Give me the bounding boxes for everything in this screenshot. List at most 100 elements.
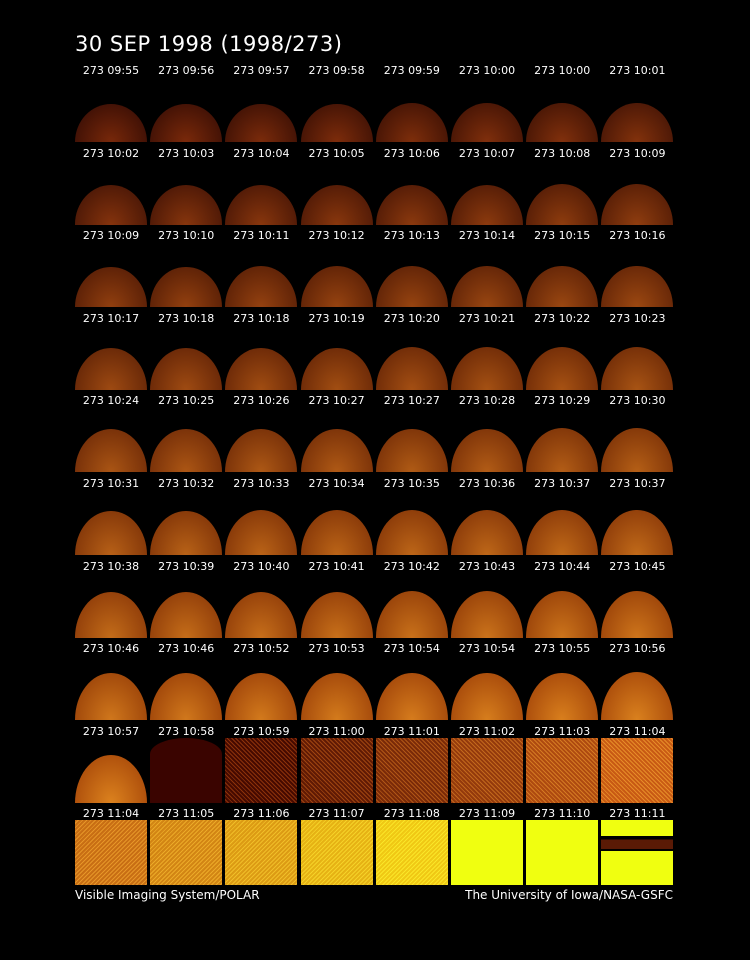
frame-image	[150, 347, 223, 390]
frame-label: 273 11:01	[383, 724, 440, 738]
frame-image	[375, 737, 448, 803]
frame-image	[150, 673, 223, 721]
frame-image	[526, 103, 599, 142]
frame-label: 273 10:16	[609, 229, 666, 243]
frame-image	[150, 510, 223, 555]
frame-label: 273 10:39	[158, 559, 215, 573]
frame-image	[75, 348, 147, 390]
frame-image	[526, 265, 599, 308]
frame-image	[601, 265, 674, 308]
frame-label: 273 10:09	[82, 229, 140, 243]
frame-label: 273 10:41	[308, 559, 365, 573]
frame-label: 273 10:29	[534, 394, 591, 408]
frame-image	[300, 591, 373, 638]
frame-image	[225, 185, 298, 225]
frame-image	[300, 510, 373, 555]
frame-image	[526, 672, 599, 721]
frame-image	[300, 672, 373, 721]
frame-label: 273 11:07	[308, 807, 365, 821]
frame-image	[75, 820, 147, 886]
frame-image	[375, 672, 448, 721]
frame-label: 273 10:20	[383, 311, 440, 325]
frame-image	[451, 737, 523, 803]
frame-image	[601, 672, 674, 721]
frame-image	[300, 103, 373, 142]
frame-label: 273 10:18	[233, 311, 290, 325]
frame-label: 273 09:55	[82, 64, 140, 77]
frame-label: 273 10:03	[158, 146, 215, 160]
frame-image	[75, 592, 147, 638]
frame-label: 273 10:54	[383, 642, 440, 656]
frame-label: 273 10:10	[158, 229, 215, 243]
frame-label: 273 10:15	[534, 229, 591, 243]
frame-label: 273 10:43	[458, 559, 516, 573]
frame-image	[601, 102, 674, 142]
frame-image	[150, 429, 223, 473]
frame-image	[75, 510, 147, 555]
frame-image	[150, 266, 223, 308]
frame-label: 273 10:46	[82, 642, 140, 656]
title: 30 SEP 1998 (1998/273)	[75, 32, 343, 56]
frame-label: 273 10:37	[609, 477, 666, 490]
frame-image	[300, 347, 373, 390]
frame-label: 273 10:13	[383, 229, 440, 243]
frame-label: 273 10:02	[82, 146, 140, 160]
frame-image	[601, 428, 674, 473]
frame-image	[451, 509, 523, 555]
frame-image	[601, 509, 674, 555]
frame-label: 273 10:52	[233, 642, 290, 656]
frame-label: 273 11:06	[233, 807, 290, 821]
footer-right: The University of Iowa/NASA-GSFC	[465, 888, 673, 902]
frame-label: 273 10:30	[609, 394, 666, 408]
frame-image	[451, 428, 523, 473]
frame-label: 273 11:03	[534, 724, 591, 738]
frame-label: 273 10:33	[233, 477, 290, 490]
frame-image	[375, 103, 448, 142]
frame-image	[375, 184, 448, 225]
frame-image	[300, 266, 373, 308]
frame-image	[300, 184, 373, 225]
frame-image	[526, 591, 599, 638]
frame-image	[225, 673, 298, 721]
frame-image	[451, 184, 523, 225]
frame-image	[225, 266, 298, 308]
frame-label: 273 10:05	[308, 146, 365, 160]
frame-image	[150, 185, 223, 225]
frame-image	[150, 103, 223, 142]
frame-image	[225, 737, 298, 803]
frame-image	[75, 429, 147, 473]
frame-image	[150, 820, 223, 886]
frame-image	[150, 591, 223, 638]
frame-label: 273 10:14	[458, 229, 516, 243]
frame-label: 273 10:44	[534, 559, 591, 573]
frame-label: 273 10:07	[458, 146, 516, 160]
frame-label: 273 10:59	[233, 724, 290, 738]
frame-label: 273 10:58	[158, 724, 215, 738]
frame-image	[451, 820, 523, 886]
frame-image	[526, 184, 599, 225]
frame-label: 273 10:26	[233, 394, 290, 408]
frame-label: 273 10:34	[308, 477, 365, 490]
frame-label: 273 10:36	[458, 477, 516, 490]
frame-label: 273 10:54	[458, 642, 516, 656]
frame-image	[451, 591, 523, 638]
frame-image	[375, 510, 448, 555]
frame-image	[526, 737, 599, 803]
frame-image	[225, 103, 298, 142]
frame-label: 273 10:06	[383, 146, 440, 160]
frame-image	[451, 672, 523, 721]
frame-label: 273 10:56	[609, 642, 666, 656]
frame-label: 273 11:11	[609, 807, 666, 821]
frame-label: 273 10:00	[534, 64, 591, 77]
frame-label: 273 09:59	[383, 64, 440, 77]
frame-label: 273 10:38	[82, 559, 140, 573]
frame-image	[75, 673, 147, 721]
frame-image	[225, 820, 298, 886]
frame-label: 273 09:58	[308, 64, 365, 77]
frame-image	[75, 104, 147, 142]
frame-image	[75, 754, 147, 803]
frame-label: 273 10:27	[308, 394, 365, 408]
frame-image	[601, 591, 674, 638]
frame-label: 273 10:17	[82, 311, 140, 325]
